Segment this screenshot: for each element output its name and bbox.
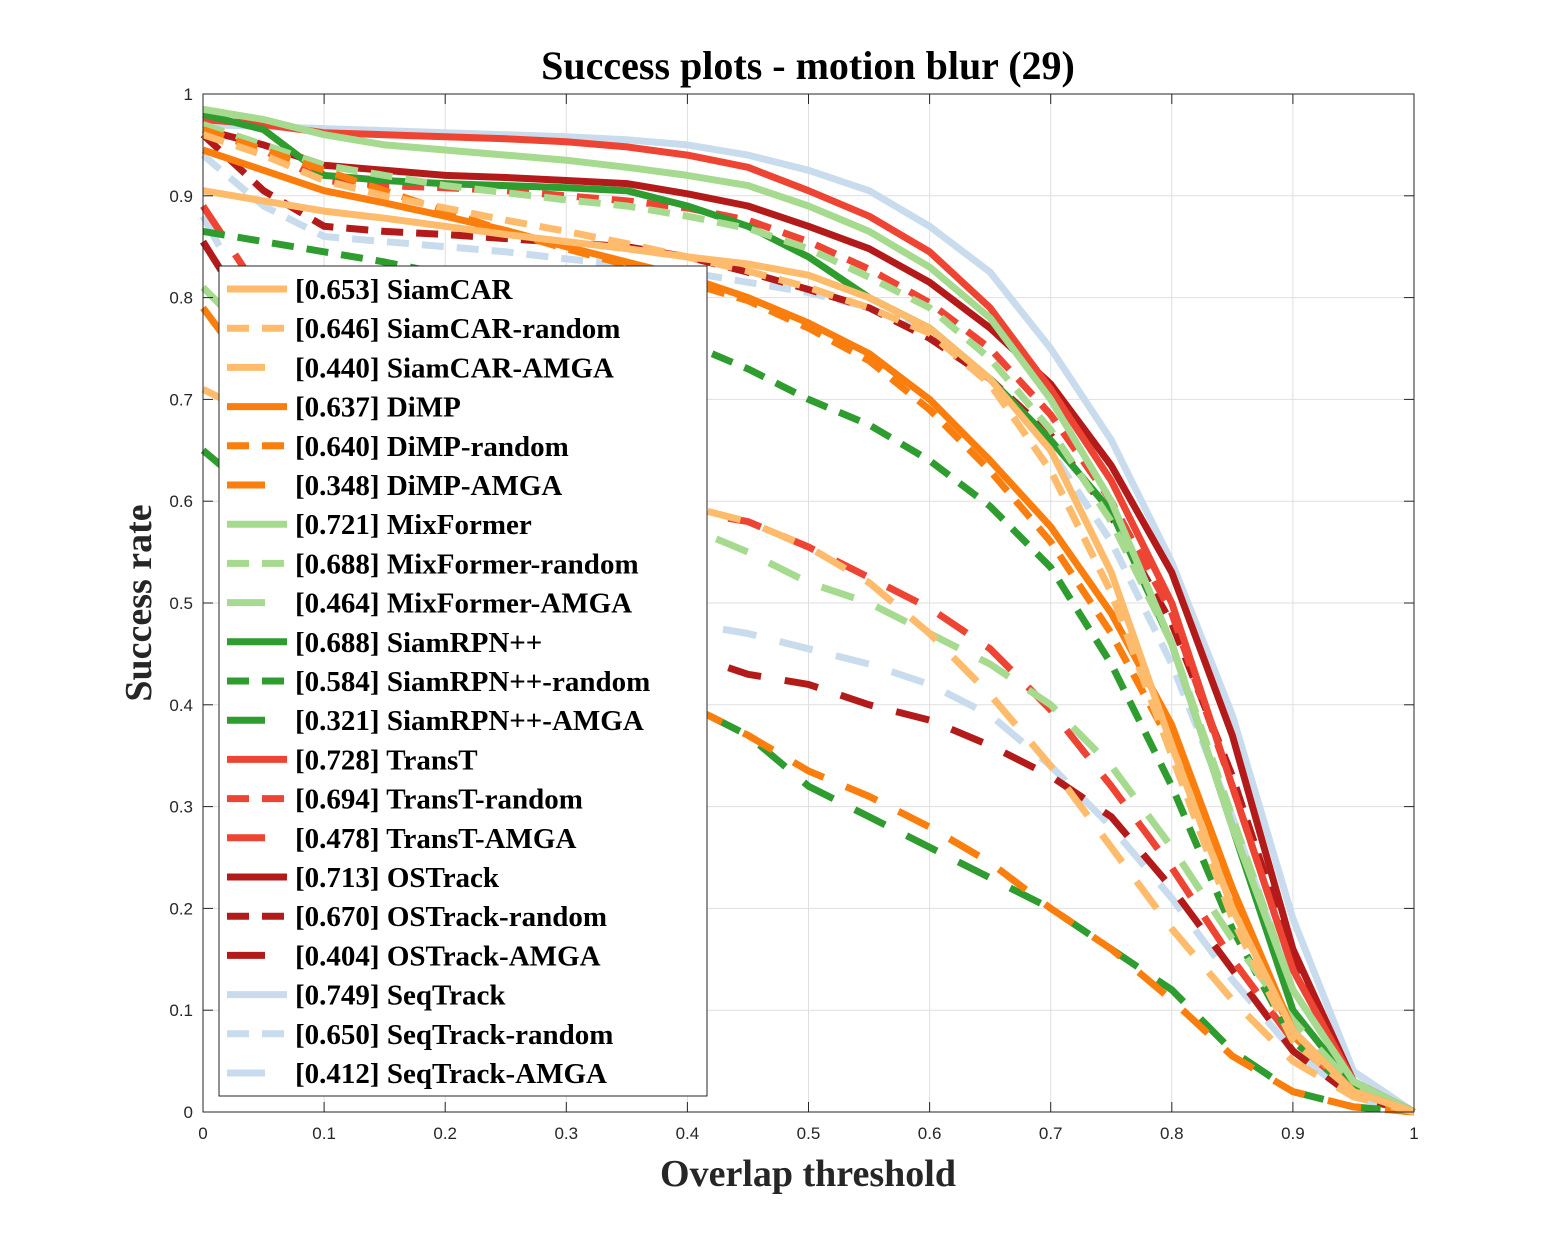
- legend-label-9: [0.464] MixFormer-AMGA: [295, 588, 632, 620]
- legend-label-21: [0.412] SeqTrack-AMGA: [295, 1058, 607, 1090]
- chart-title: Success plots - motion blur (29): [541, 43, 1075, 88]
- legend-label-7: [0.721] MixFormer: [295, 509, 532, 541]
- legend-label-18: [0.404] OSTrack-AMGA: [295, 940, 601, 972]
- x-tick-label: 0.2: [433, 1124, 457, 1143]
- y-tick-label: 0.8: [169, 289, 193, 308]
- series-line-3: [201, 386, 1415, 1116]
- x-tick-label: 0.3: [554, 1124, 578, 1143]
- x-tick-label: 0.8: [1160, 1124, 1184, 1143]
- legend-box: [218, 265, 708, 1097]
- legend-label-14: [0.694] TransT-random: [295, 784, 583, 816]
- x-tick-label: 1: [1409, 1124, 1418, 1143]
- y-tick-label: 0.3: [169, 798, 193, 817]
- legend-label-17: [0.670] OSTrack-random: [295, 901, 607, 933]
- y-tick-label: 0.1: [169, 1001, 193, 1020]
- legend-label-1: [0.653] SiamCAR: [295, 274, 514, 306]
- x-tick-label: 0.7: [1039, 1124, 1063, 1143]
- legend-label-11: [0.584] SiamRPN++-random: [295, 666, 650, 698]
- series-line-18: [200, 239, 1415, 1116]
- y-tick-label: 0.7: [169, 390, 193, 409]
- series-line-1: [202, 187, 1416, 1116]
- x-tick-label: 0.4: [676, 1124, 700, 1143]
- y-tick-label: 0.5: [169, 594, 193, 613]
- legend-label-10: [0.688] SiamRPN++: [295, 627, 542, 659]
- x-axis-label: Overlap threshold: [660, 1153, 956, 1195]
- legend-label-13: [0.728] TransT: [295, 744, 478, 776]
- legend-label-19: [0.749] SeqTrack: [295, 980, 506, 1012]
- y-tick-label: 0.4: [169, 696, 193, 715]
- y-tick-label: 0.2: [169, 899, 193, 918]
- x-tick-label: 0.5: [797, 1124, 821, 1143]
- x-tick-label: 0.9: [1281, 1124, 1305, 1143]
- legend-label-20: [0.650] SeqTrack-random: [295, 1019, 613, 1051]
- legend-label-4: [0.637] DiMP: [295, 392, 461, 424]
- series-line-13: [202, 116, 1416, 1116]
- series-line-7: [202, 105, 1416, 1116]
- y-tick-label: 0.6: [169, 492, 193, 511]
- x-tick-label: 0.1: [312, 1124, 336, 1143]
- x-tick-label: 0: [198, 1124, 207, 1143]
- legend-label-8: [0.688] MixFormer-random: [295, 548, 639, 580]
- legend: [0.653] SiamCAR [0.646] SiamCAR-random [0.…: [218, 265, 708, 1097]
- legend-label-3: [0.440] SiamCAR-AMGA: [295, 352, 614, 384]
- series-line-21: [199, 214, 1415, 1116]
- series-line-16: [202, 126, 1416, 1116]
- series-line-4: [201, 146, 1416, 1116]
- y-tick-label: 0: [184, 1103, 193, 1122]
- y-axis-label: Success rate: [118, 504, 160, 701]
- y-tick-label: 1: [184, 85, 193, 104]
- legend-label-5: [0.640] DiMP-random: [295, 431, 569, 463]
- legend-label-15: [0.478] TransT-AMGA: [295, 823, 576, 855]
- series-line-2: [201, 131, 1416, 1116]
- axis-ticks: 0 0.1 0.2 0.3 0.4 0.5 0.6 0.7 0.8 0.9 1 0 0.1 0.2 0.3 0…: [169, 85, 1418, 1143]
- legend-label-16: [0.713] OSTrack: [295, 862, 500, 894]
- legend-label-2: [0.646] SiamCAR-random: [295, 313, 620, 345]
- legend-label-6: [0.348] DiMP-AMGA: [295, 470, 562, 502]
- x-tick-label: 0.6: [918, 1124, 942, 1143]
- grid-lines: [203, 94, 1414, 1112]
- series-line-11: [202, 227, 1416, 1116]
- legend-label-12: [0.321] SiamRPN++-AMGA: [295, 705, 644, 737]
- y-tick-label: 0.9: [169, 187, 193, 206]
- series-line-19: [202, 121, 1416, 1115]
